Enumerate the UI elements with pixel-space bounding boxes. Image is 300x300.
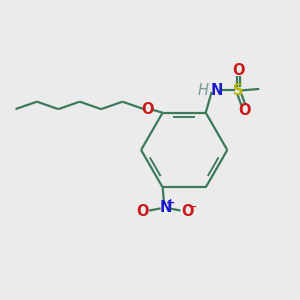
- Text: N: N: [211, 83, 223, 98]
- Text: O: O: [142, 102, 154, 117]
- Text: O: O: [181, 204, 194, 219]
- Text: −: −: [188, 202, 198, 212]
- Text: O: O: [238, 103, 250, 118]
- Text: O: O: [232, 63, 245, 78]
- Text: O: O: [136, 204, 149, 219]
- Text: S: S: [233, 83, 244, 98]
- Text: H: H: [197, 83, 208, 98]
- Text: N: N: [159, 200, 172, 215]
- Text: +: +: [166, 198, 175, 208]
